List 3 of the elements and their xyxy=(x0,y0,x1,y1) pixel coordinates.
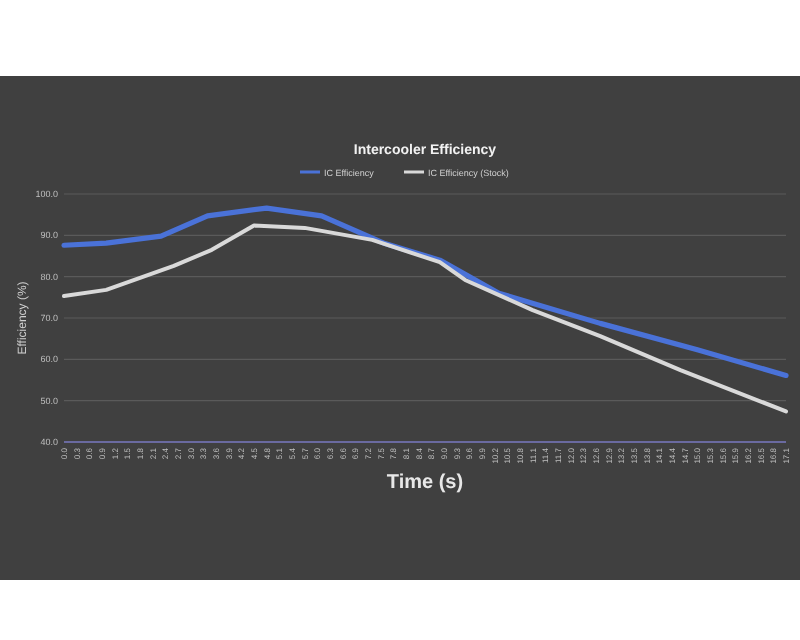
x-axis-title: Time (s) xyxy=(386,472,464,494)
line-series xyxy=(61,205,789,379)
line-series xyxy=(62,223,788,414)
